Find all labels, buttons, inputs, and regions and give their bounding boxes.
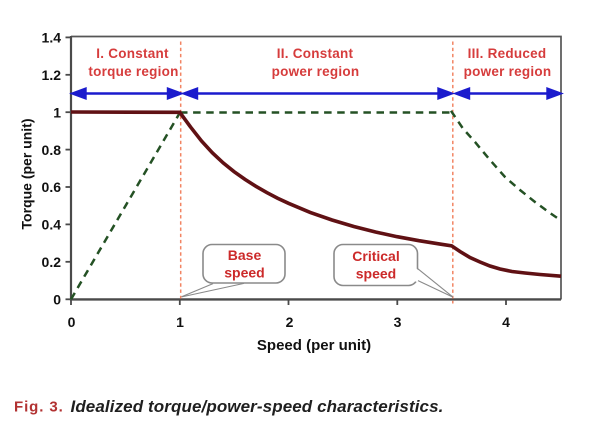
svg-text:Fig. 3.: Fig. 3. bbox=[14, 398, 64, 415]
svg-text:Base: Base bbox=[228, 247, 262, 263]
svg-text:0: 0 bbox=[53, 292, 61, 308]
svg-text:0.4: 0.4 bbox=[42, 217, 62, 233]
svg-text:II. Constant: II. Constant bbox=[277, 46, 354, 61]
svg-text:1.4: 1.4 bbox=[42, 30, 62, 46]
svg-text:speed: speed bbox=[356, 266, 396, 282]
svg-text:Torque (per unit): Torque (per unit) bbox=[19, 119, 35, 230]
svg-text:0.8: 0.8 bbox=[42, 142, 62, 158]
svg-text:1.2: 1.2 bbox=[42, 67, 62, 83]
svg-text:power region: power region bbox=[464, 64, 552, 79]
svg-text:0: 0 bbox=[68, 314, 76, 330]
svg-text:1: 1 bbox=[53, 104, 61, 120]
svg-text:0.2: 0.2 bbox=[42, 254, 62, 270]
svg-text:Critical: Critical bbox=[352, 248, 399, 264]
svg-text:power region: power region bbox=[272, 64, 360, 79]
svg-text:0.6: 0.6 bbox=[42, 179, 62, 195]
svg-text:4: 4 bbox=[502, 314, 510, 330]
svg-text:1: 1 bbox=[176, 314, 184, 330]
svg-text:3: 3 bbox=[394, 314, 402, 330]
svg-text:speed: speed bbox=[224, 265, 264, 281]
svg-text:I. Constant: I. Constant bbox=[96, 46, 169, 61]
svg-text:III. Reduced: III. Reduced bbox=[468, 46, 547, 61]
svg-text:Speed (per unit): Speed (per unit) bbox=[257, 337, 371, 354]
svg-text:2: 2 bbox=[286, 314, 294, 330]
svg-text:Idealized torque/power-speed c: Idealized torque/power-speed characteris… bbox=[71, 397, 444, 416]
svg-text:torque region: torque region bbox=[88, 64, 178, 79]
